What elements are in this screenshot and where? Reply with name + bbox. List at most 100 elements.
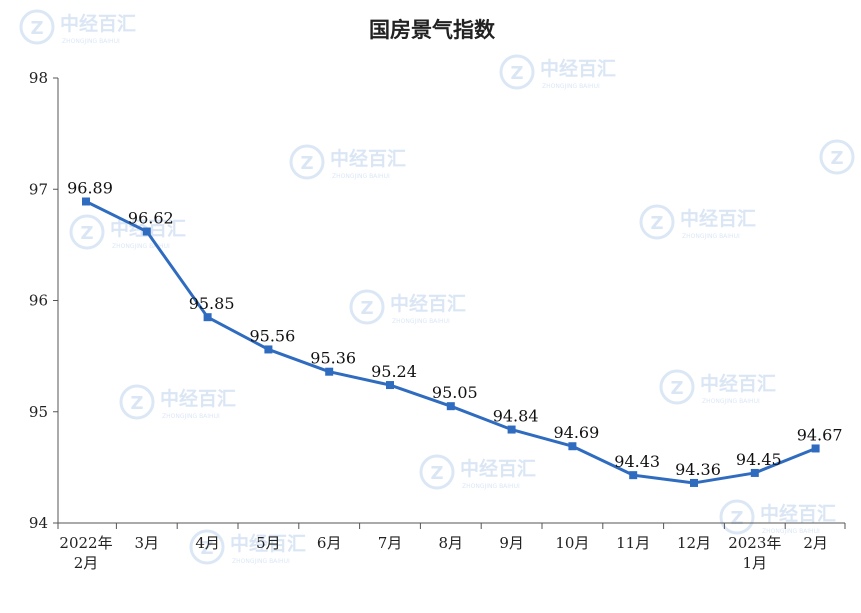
x-tick-label-line: 4月	[195, 534, 220, 552]
x-tick-label: 3月	[135, 534, 160, 552]
watermark-text: 中经百汇	[700, 372, 776, 395]
data-point	[264, 345, 273, 354]
zjbh-logo-glyph: Z	[30, 18, 43, 39]
x-tick-label-line: 3月	[135, 534, 160, 552]
x-tick-label-line: 10月	[555, 534, 589, 552]
data-point	[690, 478, 698, 487]
watermark-layer: Z 中经百汇 ZHONGJING BAIHUI Z 中经百汇 ZHONGJING BAIH…	[19, 9, 861, 565]
watermark: Z 中经百汇 ZHONGJING BAIHUI	[639, 204, 756, 240]
watermark-subtext: ZHONGJING BAIHUI	[682, 233, 740, 240]
watermark-text: 中经百汇	[230, 532, 306, 555]
data-label: 94.36	[675, 460, 721, 479]
zjbh-logo-glyph: Z	[200, 538, 213, 559]
data-label: 95.24	[371, 362, 417, 381]
data-point	[142, 227, 151, 236]
x-tick-label: 7月	[378, 534, 403, 552]
zjbh-logo-glyph: Z	[510, 63, 523, 84]
series-line	[84, 199, 818, 485]
data-label: 96.89	[67, 178, 113, 197]
zjbh-logo-icon	[719, 499, 755, 535]
watermark-subtext: ZHONGJING BAIHUI	[332, 173, 390, 180]
data-point	[750, 468, 759, 477]
y-tick-label: 96	[29, 292, 48, 310]
plot-area: 96.89 96.62 95.85 95.56 95.36 95.24 95.05 94.84…	[67, 178, 843, 487]
x-tick-label-line: 2022年	[59, 534, 112, 552]
zjbh-logo-glyph: Z	[300, 153, 313, 174]
zjbh-logo-icon	[499, 54, 535, 90]
data-point	[203, 313, 212, 322]
data-label: 94.67	[797, 425, 843, 444]
zjbh-logo-icon	[189, 529, 225, 565]
x-tick-label: 8月	[439, 534, 464, 552]
data-point	[325, 367, 334, 376]
x-tick-label: 6月	[317, 534, 342, 552]
watermark-subtext: ZHONGJING BAIHUI	[232, 558, 290, 565]
zjbh-logo-glyph: Z	[650, 213, 663, 234]
watermark-subtext: ZHONGJING BAIHUI	[62, 38, 120, 45]
zjbh-logo-icon	[659, 369, 695, 405]
x-tick-label: 2022年 2月	[59, 534, 112, 572]
zjbh-logo-glyph: Z	[80, 223, 93, 244]
watermark: Z 中经百汇 ZHONGJING BAIHUI	[189, 529, 306, 565]
zjbh-logo-icon	[819, 139, 855, 175]
zjbh-logo-glyph: Z	[130, 393, 143, 414]
data-label: 95.56	[249, 326, 295, 345]
watermark-text: 中经百汇	[680, 207, 756, 230]
watermark: Z 中经百汇 ZHONGJING BAIHUI	[719, 499, 836, 535]
zjbh-logo-glyph: Z	[360, 298, 373, 319]
zjbh-logo-icon	[419, 454, 455, 490]
watermark-text: 中经百汇	[390, 292, 466, 315]
watermark-subtext: ZHONGJING BAIHUI	[112, 243, 170, 250]
x-tick-label: 12月	[677, 534, 711, 552]
x-tick-label-line: 9月	[499, 534, 524, 552]
x-tick-label-line: 2023年	[728, 534, 781, 552]
zjbh-logo-icon	[289, 144, 325, 180]
watermark-subtext: ZHONGJING BAIHUI	[542, 83, 600, 90]
x-tick-label: 4月	[195, 534, 220, 552]
data-point	[82, 197, 90, 206]
zjbh-logo-icon	[639, 204, 675, 240]
x-tick-label-line: 11月	[616, 534, 650, 552]
zjbh-logo-icon	[69, 214, 105, 250]
data-label: 96.62	[128, 209, 174, 228]
x-tick-label: 11月	[616, 534, 650, 552]
watermark-text: 中经百汇	[760, 502, 836, 525]
axes: 94 95 96 97 98 2022年 2月 3月 4月 5月 6月 7月 8月 9月 10月 11月 12月…	[29, 69, 846, 572]
zjbh-logo-glyph: Z	[670, 378, 683, 399]
x-tick-label-line: 2月	[803, 534, 828, 552]
watermark: Z 中经百汇 ZHONGJING BAIHUI	[19, 9, 136, 45]
data-label: 94.69	[553, 423, 599, 442]
zjbh-logo-icon	[349, 289, 385, 325]
y-tick-label: 98	[29, 69, 48, 87]
y-tick-label: 95	[29, 403, 48, 421]
data-label: 95.85	[189, 294, 235, 313]
data-label: 95.05	[432, 383, 478, 402]
zjbh-logo-glyph: Z	[730, 508, 743, 529]
watermark-text: 中经百汇	[460, 457, 536, 480]
zjbh-logo-icon	[119, 384, 155, 420]
data-label: 94.84	[493, 407, 539, 426]
x-tick-label: 2月	[803, 534, 828, 552]
chart-title: 国房景气指数	[369, 18, 496, 42]
x-tick-label-line: 8月	[439, 534, 464, 552]
x-tick-label-line: 12月	[677, 534, 711, 552]
watermark-text: 中经百汇	[60, 12, 136, 35]
data-label: 94.43	[614, 452, 660, 471]
zjbh-logo-icon	[19, 9, 55, 45]
zjbh-logo-glyph: Z	[830, 148, 843, 169]
x-tick-label: 5月	[256, 534, 281, 552]
watermark-text: 中经百汇	[160, 387, 236, 410]
data-point	[629, 471, 638, 480]
zjbh-logo-glyph: Z	[430, 463, 443, 484]
watermark-subtext: ZHONGJING BAIHUI	[762, 528, 820, 535]
x-tick-label: 9月	[499, 534, 524, 552]
x-tick-label-line: 5月	[256, 534, 281, 552]
